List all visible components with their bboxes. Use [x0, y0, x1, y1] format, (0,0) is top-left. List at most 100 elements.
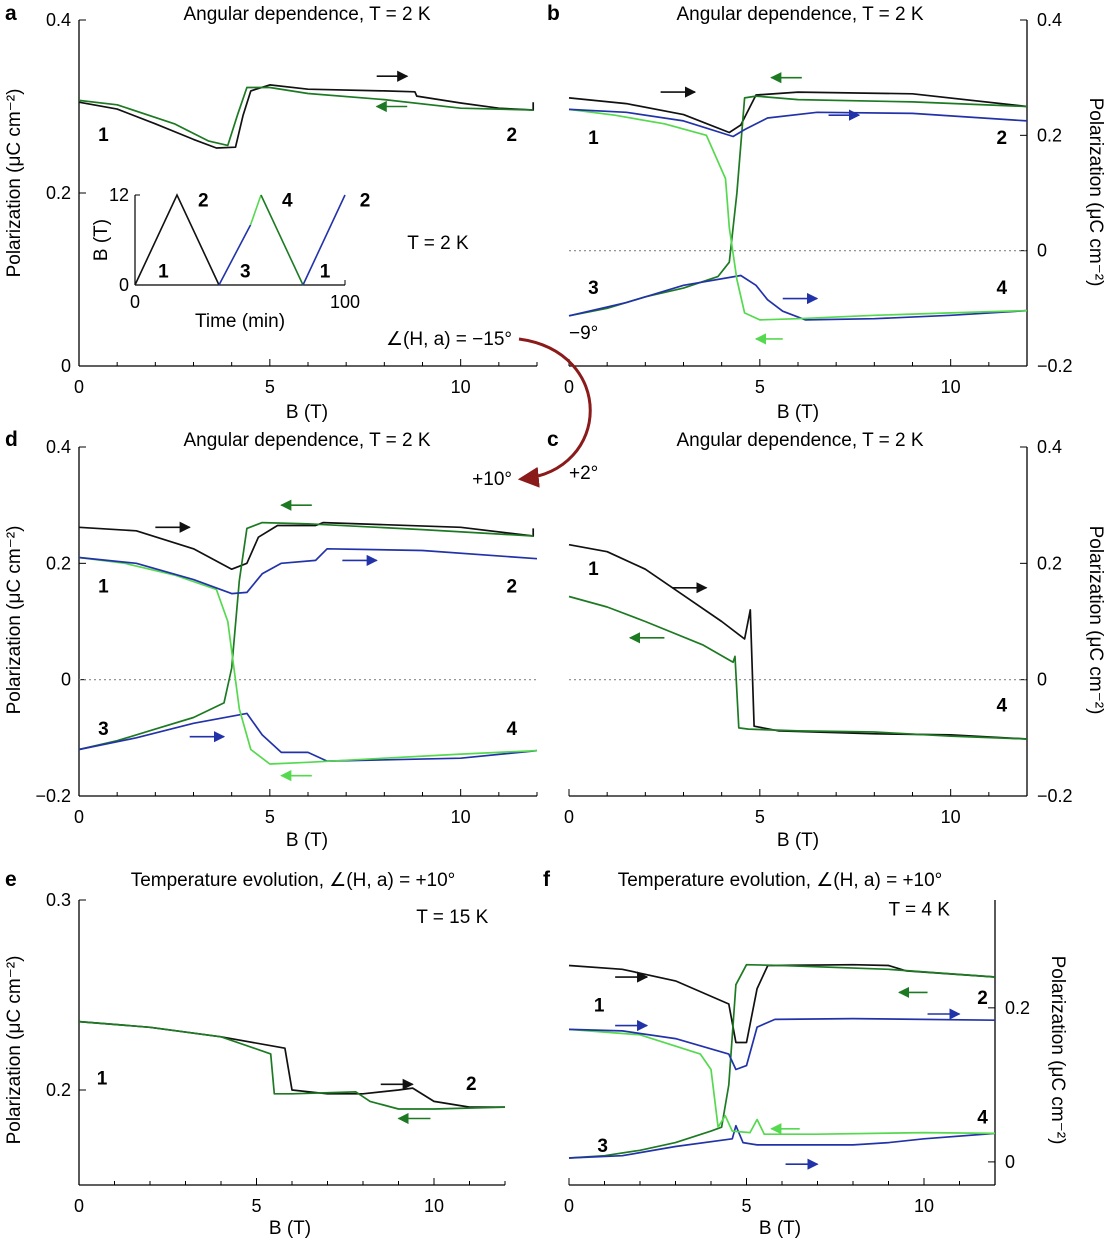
annotation-text: T = 2 K — [407, 233, 469, 254]
x-tick-label: 10 — [451, 377, 471, 397]
y-tick-label: −0.2 — [1037, 356, 1073, 376]
series-line — [78, 712, 538, 762]
inset-segment — [134, 193, 220, 286]
x-tick-label: 0 — [74, 1196, 84, 1216]
inset-segment — [249, 194, 262, 226]
branch-label: 2 — [466, 1074, 477, 1095]
y-tick-label: 0.4 — [46, 10, 71, 30]
x-tick-label: 5 — [741, 1196, 751, 1216]
branch-label: 1 — [97, 1068, 108, 1089]
series-line — [568, 963, 996, 1044]
series-line — [568, 91, 1028, 134]
branch-label: 1 — [588, 128, 599, 149]
branch-label: 1 — [588, 559, 599, 580]
annotation-text: T = 15 K — [416, 907, 488, 928]
plot-area: 0 5 10−0.200.20.41 23 4 — [35, 437, 538, 827]
y-axis-label: Polarization (μC cm⁻²) — [1085, 526, 1106, 715]
panel-title: Angular dependence, T = 2 K — [676, 430, 923, 451]
x-tick-label: 5 — [265, 377, 275, 397]
series-line — [568, 963, 996, 1159]
inset-segment — [302, 194, 346, 286]
plot-area: 0 5 10 0 0.2 1 2 3 4 T = 4 K — [564, 899, 1030, 1216]
y-tick-label: 0.2 — [46, 553, 71, 573]
series-line — [568, 1124, 996, 1159]
panel-title: Angular dependence, T = 2 K — [183, 430, 430, 451]
panel-f: f Temperature evolution, ∠(H, a) = +10° … — [543, 868, 1068, 1239]
angle-change-annotation: ∠(H, a) = −15° +10° — [386, 329, 592, 490]
series-line — [568, 595, 1028, 740]
y-tick-label: 0.4 — [1037, 437, 1062, 457]
inset-branch-label: 1 — [158, 262, 169, 283]
branch-label: 2 — [506, 576, 517, 597]
inset-branch-label: 4 — [282, 190, 293, 211]
inset-y-axis-label: B (T) — [91, 219, 112, 261]
inset-segment — [260, 194, 304, 286]
series-line — [568, 108, 1028, 321]
inset-x-axis-label: Time (min) — [195, 311, 285, 332]
y-tick-label: 0 — [1005, 1152, 1015, 1172]
y-tick-label: 0.4 — [46, 437, 71, 457]
panel-letter: e — [5, 868, 17, 891]
series-line — [78, 86, 534, 147]
series-line — [568, 1017, 996, 1071]
series-line — [568, 108, 1028, 138]
panel-d: d Angular dependence, T = 2 K 0 5 10−0.200… — [4, 428, 538, 851]
x-axis-label: B (T) — [269, 1218, 311, 1239]
y-tick-label: 0.3 — [46, 890, 71, 910]
x-tick-label: 5 — [265, 807, 275, 827]
y-axis-label: Polarization (μC cm⁻²) — [4, 526, 25, 715]
series-line — [78, 1020, 506, 1110]
y-tick-label: 0 — [1037, 241, 1047, 261]
plot-area: 0 5 10 0.2 0.3 1 2 T = 15 K — [46, 890, 506, 1216]
y-tick-label: −0.2 — [1037, 786, 1073, 806]
branch-label: 2 — [996, 128, 1007, 149]
x-tick-label: 0 — [564, 1196, 574, 1216]
inset-branch-label: 2 — [198, 190, 209, 211]
x-tick-label: 10 — [914, 1196, 934, 1216]
y-axis-label: Polarization (μC cm⁻²) — [1047, 956, 1068, 1145]
x-tick-label: 0 — [564, 807, 574, 827]
x-axis-label: B (T) — [286, 402, 328, 423]
branch-label: 4 — [977, 1107, 988, 1128]
x-tick-label: 10 — [941, 377, 961, 397]
angle-label-to: +10° — [472, 469, 512, 490]
inset-branch-label: 2 — [360, 190, 371, 211]
inset-segment — [218, 224, 252, 286]
inset-x-tick-label: 0 — [130, 292, 140, 312]
branch-label: 3 — [98, 719, 109, 740]
panel-title: Angular dependence, T = 2 K — [676, 4, 923, 25]
inset-y-tick-label: 12 — [109, 185, 129, 205]
y-tick-label: 0.4 — [1037, 10, 1062, 30]
branch-label: 1 — [98, 576, 109, 597]
x-tick-label: 10 — [424, 1196, 444, 1216]
annotation-text: +2° — [569, 463, 598, 484]
x-tick-label: 0 — [564, 377, 574, 397]
x-tick-label: 10 — [941, 807, 961, 827]
panel-letter: d — [5, 428, 18, 451]
branch-label: 3 — [597, 1136, 608, 1157]
series-line — [568, 543, 1028, 740]
angle-label-from: ∠(H, a) = −15° — [386, 329, 512, 350]
panel-title: Temperature evolution, ∠(H, a) = +10° — [618, 870, 943, 891]
series-line — [78, 547, 538, 595]
branch-label: 4 — [996, 696, 1007, 717]
y-tick-label: 0.2 — [46, 1080, 71, 1100]
y-tick-label: 0 — [61, 670, 71, 690]
series-line — [568, 274, 1028, 321]
y-tick-label: 0 — [61, 356, 71, 376]
x-axis-label: B (T) — [286, 830, 328, 851]
x-tick-label: 0 — [74, 807, 84, 827]
panel-title: Temperature evolution, ∠(H, a) = +10° — [131, 870, 456, 891]
y-axis-label: Polarization (μC cm⁻²) — [4, 89, 25, 278]
x-tick-label: 5 — [755, 377, 765, 397]
panel-c: c Angular dependence, T = 2 K 0 5 10−0.200… — [547, 428, 1106, 851]
x-tick-label: 5 — [755, 807, 765, 827]
curved-arrow — [517, 337, 592, 488]
branch-label: 4 — [506, 719, 517, 740]
annotation-text: T = 4 K — [889, 899, 951, 920]
y-tick-label: 0 — [1037, 670, 1047, 690]
branch-label: 2 — [506, 125, 517, 146]
